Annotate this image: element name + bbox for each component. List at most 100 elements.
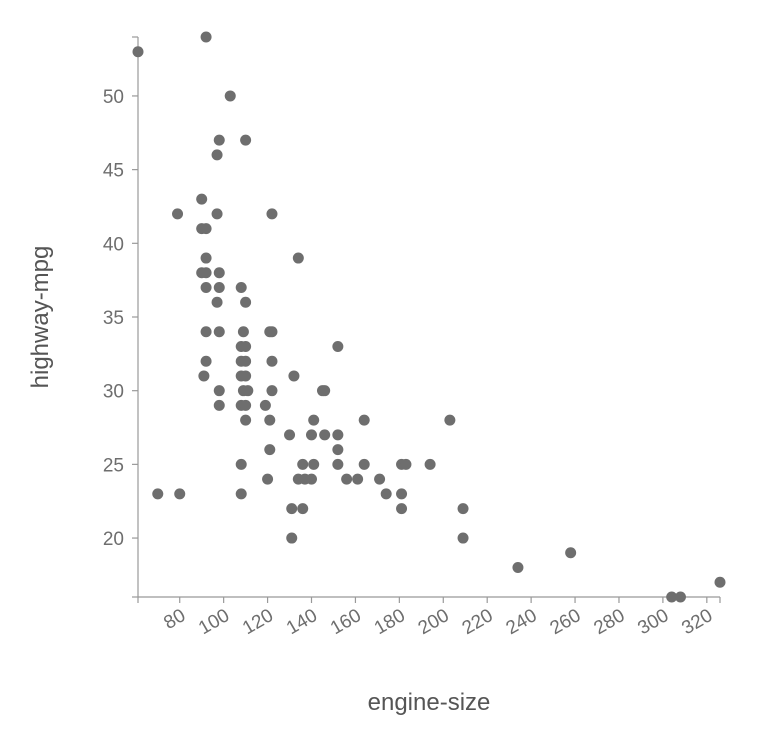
- data-point: [240, 355, 252, 367]
- y-tick-label: 35: [103, 308, 124, 329]
- data-point: [400, 458, 412, 470]
- data-point: [266, 385, 278, 397]
- y-tick-label: 45: [103, 161, 124, 182]
- y-tick-label: 20: [103, 529, 124, 550]
- data-point: [457, 532, 469, 544]
- data-point: [196, 193, 208, 205]
- x-tick-label: 140: [283, 605, 321, 639]
- x-axis: 80 100 120 140 160 180 200 220 240 260 280 300 320: [137, 596, 721, 639]
- data-point: [132, 46, 144, 58]
- data-point: [240, 134, 252, 146]
- x-tick-label: 100: [195, 605, 233, 639]
- data-point: [288, 370, 300, 382]
- y-tick-label: 25: [103, 455, 124, 476]
- data-point: [213, 267, 225, 279]
- y-tick-label: 50: [103, 87, 124, 108]
- x-tick-label: 120: [239, 605, 277, 639]
- data-point: [213, 282, 225, 294]
- data-point: [297, 458, 309, 470]
- x-tick-label: 300: [634, 605, 672, 639]
- data-point: [200, 252, 212, 264]
- data-point: [374, 473, 386, 485]
- x-axis-title: engine-size: [368, 689, 491, 716]
- data-point: [200, 355, 212, 367]
- data-point: [242, 385, 254, 397]
- data-point: [174, 488, 186, 500]
- data-point: [297, 503, 309, 515]
- data-point: [266, 326, 278, 338]
- y-axis: 20 25 30 35 40 45 50: [103, 36, 139, 598]
- x-tick-label: 160: [327, 605, 365, 639]
- data-point: [396, 503, 408, 515]
- data-point: [306, 429, 318, 441]
- data-point: [213, 326, 225, 338]
- data-point: [198, 370, 210, 382]
- data-point: [306, 473, 318, 485]
- data-point: [264, 444, 276, 456]
- data-point: [172, 208, 184, 220]
- data-point: [332, 340, 344, 352]
- data-point: [358, 458, 370, 470]
- data-point: [308, 414, 320, 426]
- data-point: [666, 591, 678, 603]
- data-point: [444, 414, 456, 426]
- data-point: [211, 149, 223, 161]
- data-point: [224, 90, 236, 102]
- data-point: [211, 296, 223, 308]
- data-point: [674, 591, 686, 603]
- x-tick-label: 200: [415, 605, 453, 639]
- data-point: [358, 414, 370, 426]
- data-point: [424, 458, 436, 470]
- data-point: [200, 223, 212, 235]
- data-point: [211, 208, 223, 220]
- data-point: [286, 503, 298, 515]
- y-axis-title: highway-mpg: [27, 246, 54, 389]
- data-point: [235, 282, 247, 294]
- data-point: [396, 488, 408, 500]
- x-tick-label: 220: [459, 605, 497, 639]
- data-point: [308, 458, 320, 470]
- data-point: [266, 208, 278, 220]
- data-point: [262, 473, 274, 485]
- data-point: [213, 399, 225, 411]
- data-point: [200, 267, 212, 279]
- data-point: [240, 414, 252, 426]
- data-point: [352, 473, 364, 485]
- y-tick-label: 40: [103, 234, 124, 255]
- data-point: [266, 355, 278, 367]
- data-point: [200, 326, 212, 338]
- x-tick-label: 280: [591, 605, 629, 639]
- data-point: [380, 488, 392, 500]
- data-point: [316, 385, 328, 397]
- data-point: [341, 473, 353, 485]
- data-point: [240, 340, 252, 352]
- data-point: [235, 488, 247, 500]
- data-point: [286, 532, 298, 544]
- data-point: [200, 31, 212, 43]
- data-point: [235, 458, 247, 470]
- data-point: [284, 429, 296, 441]
- data-points: [132, 31, 726, 603]
- data-point: [213, 385, 225, 397]
- data-point: [152, 488, 164, 500]
- y-tick-label: 30: [103, 382, 124, 403]
- data-point: [512, 562, 524, 574]
- x-tick-label: 240: [503, 605, 541, 639]
- data-point: [319, 429, 331, 441]
- data-point: [200, 282, 212, 294]
- x-tick-label: 180: [371, 605, 409, 639]
- data-point: [259, 399, 271, 411]
- data-point: [213, 134, 225, 146]
- data-point: [240, 370, 252, 382]
- data-point: [292, 252, 304, 264]
- data-point: [264, 414, 276, 426]
- data-point: [565, 547, 577, 559]
- data-point: [714, 576, 726, 588]
- x-tick-label: 320: [678, 605, 716, 639]
- x-tick-label: 80: [160, 605, 189, 634]
- data-point: [237, 326, 249, 338]
- data-point: [332, 444, 344, 456]
- data-point: [240, 399, 252, 411]
- data-point: [457, 503, 469, 515]
